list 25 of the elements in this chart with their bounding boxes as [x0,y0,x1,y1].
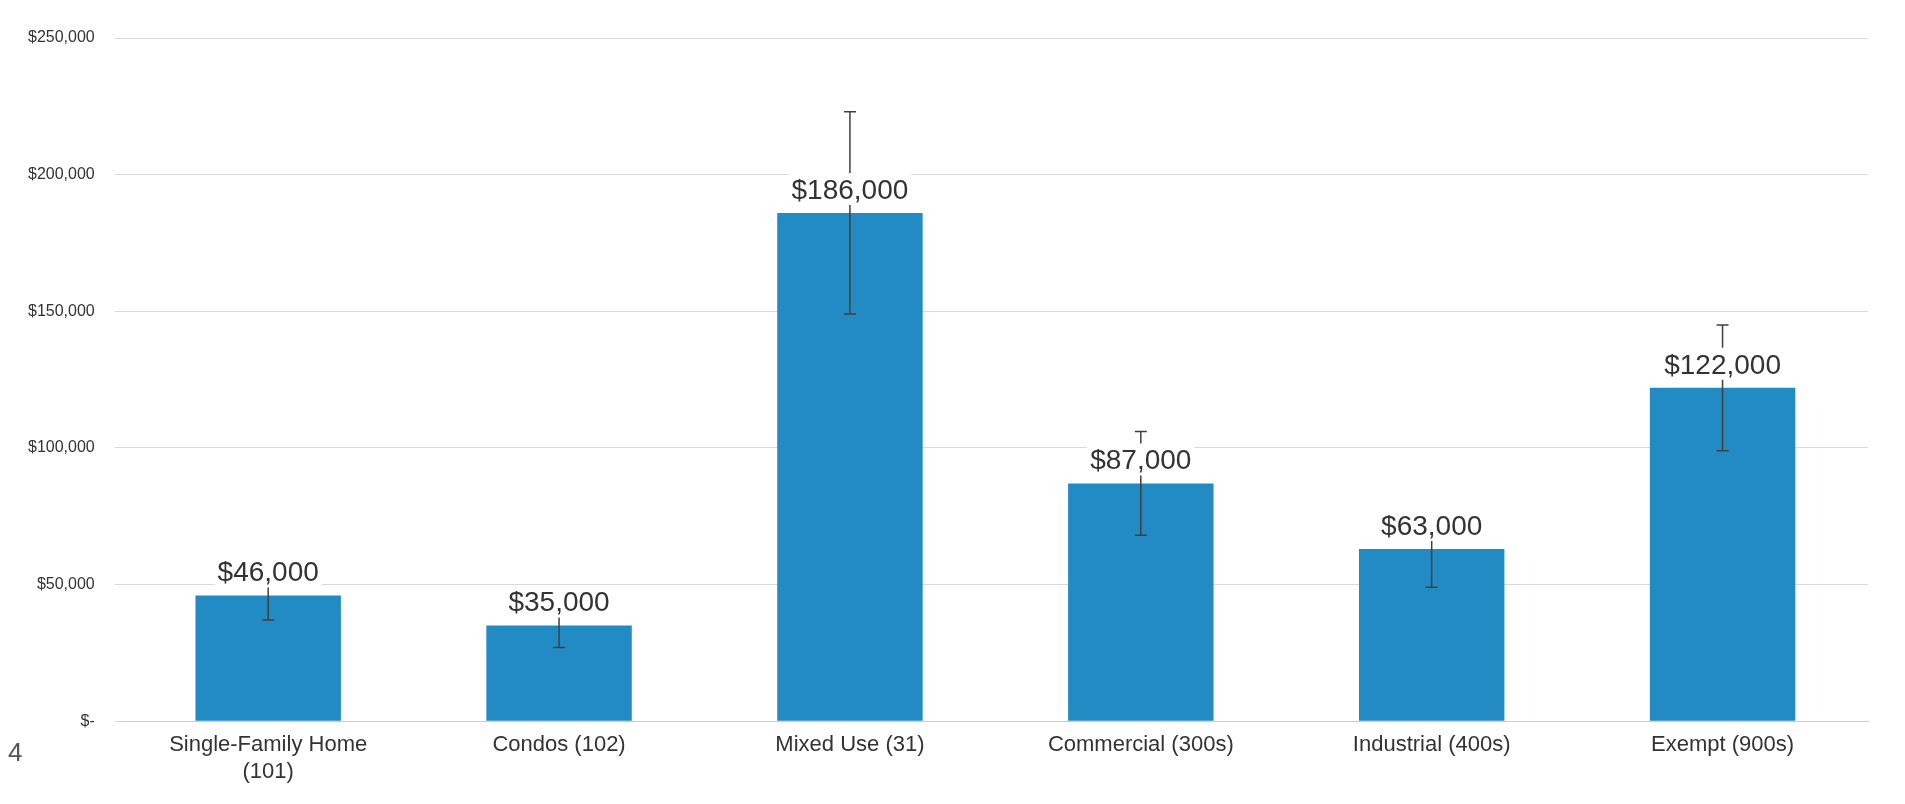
bar [486,625,632,721]
data-label: $46,000 [217,556,319,588]
x-tick-label: Commercial (300s) [1047,731,1234,757]
data-label: $35,000 [508,586,610,618]
x-tick-label: Mixed Use (31) [775,731,925,757]
bar [1649,387,1796,721]
data-label: $186,000 [791,173,909,205]
y-tick-label: $200,000 [28,165,95,183]
y-tick-label: $- [80,711,95,729]
text: 4 [8,737,23,768]
x-tick-label: Condos (102) [492,731,626,757]
data-label: $63,000 [1381,509,1483,541]
x-tick-label: Exempt (900s) [1651,731,1795,757]
bar [1358,549,1505,721]
data-label: $87,000 [1090,444,1192,476]
bar [1068,483,1214,721]
data-label: $122,000 [1664,348,1781,380]
bar [195,595,341,721]
y-tick-label: $100,000 [28,438,95,456]
bar [777,212,923,721]
y-tick-label: $250,000 [28,28,95,46]
y-tick-label: $150,000 [28,301,95,319]
x-tick-label: Industrial (400s) [1352,731,1511,757]
x-tick-label: Single-Family Home (101) [169,731,368,783]
y-tick-label: $50,000 [36,574,95,592]
